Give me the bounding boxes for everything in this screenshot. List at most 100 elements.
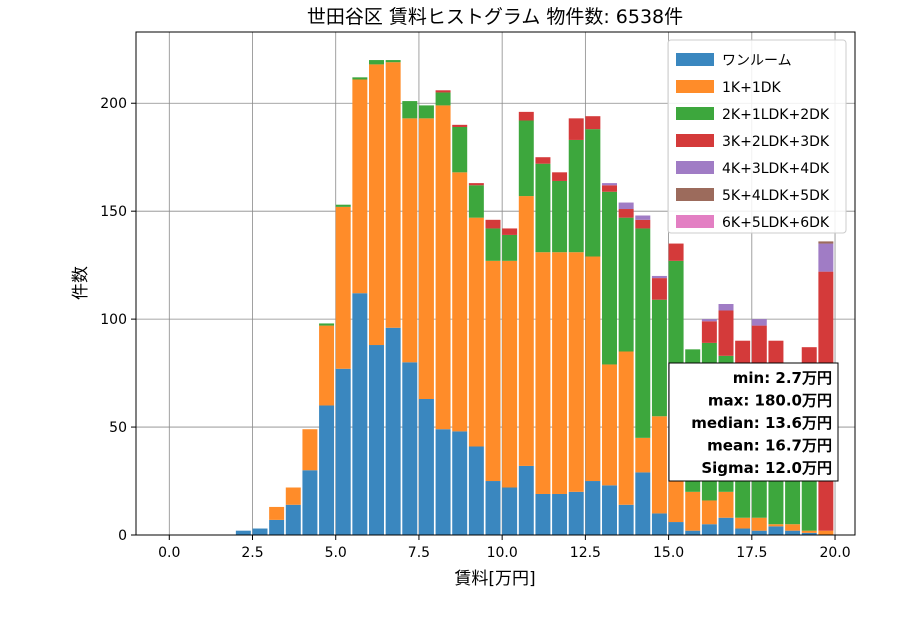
bar-segment xyxy=(585,256,601,482)
bar-segment xyxy=(418,118,434,399)
stats-box-frame xyxy=(668,362,839,482)
bar-segment xyxy=(468,446,484,535)
bar-segment xyxy=(452,126,468,173)
bar-segment xyxy=(718,517,734,535)
bar-segment xyxy=(701,319,717,322)
bar-segment xyxy=(718,304,734,311)
bar-segment xyxy=(435,90,451,93)
bar-segment xyxy=(468,185,484,218)
bar-segment xyxy=(618,217,634,352)
x-tick-label: 7.5 xyxy=(408,545,430,561)
bar-segment xyxy=(585,129,601,257)
bar-segment xyxy=(468,183,484,186)
bar-segment xyxy=(269,519,285,535)
x-tick-label: 5.0 xyxy=(325,545,347,561)
legend-label: 2K+1LDK+2DK xyxy=(722,107,830,123)
bar-segment xyxy=(418,398,434,535)
bar-segment xyxy=(502,260,518,488)
bar-segment xyxy=(568,491,584,535)
bar-segment xyxy=(402,118,418,363)
legend-swatch xyxy=(676,107,714,120)
bar-segment xyxy=(668,522,684,535)
bar-segment xyxy=(452,172,468,432)
bar-segment xyxy=(568,252,584,492)
bar-segment xyxy=(535,163,551,253)
bar-segment xyxy=(635,437,651,473)
bar-segment xyxy=(335,206,351,369)
legend-label: ワンルーム xyxy=(722,53,792,69)
bar-segment xyxy=(269,506,285,520)
stats-line: max: 180.0万円 xyxy=(708,392,832,410)
bar-segment xyxy=(302,470,318,535)
chart-title: 世田谷区 賃料ヒストグラム 物件数: 6538件 xyxy=(307,6,683,28)
y-tick-label: 100 xyxy=(100,312,127,328)
bar-segment xyxy=(502,487,518,535)
y-tick-label: 50 xyxy=(109,420,127,436)
bar-segment xyxy=(618,504,634,535)
bar-segment xyxy=(668,243,684,261)
bar-segment xyxy=(485,260,501,482)
bar-segment xyxy=(602,191,617,365)
bar-segment xyxy=(552,180,568,253)
bar-segment xyxy=(818,243,834,272)
bar-segment xyxy=(585,481,601,535)
bar-segment xyxy=(352,293,368,535)
bar-segment xyxy=(552,493,568,535)
legend-swatch xyxy=(676,215,714,228)
bar-segment xyxy=(768,524,784,527)
bar-segment xyxy=(552,172,568,181)
bar-segment xyxy=(635,472,651,535)
bar-segment xyxy=(452,431,468,535)
bar-segment xyxy=(502,228,518,235)
bar-segment xyxy=(718,491,734,518)
bar-segment xyxy=(335,368,351,535)
stats-line: min: 2.7万円 xyxy=(733,369,832,387)
legend-label: 4K+3LDK+4DK xyxy=(722,161,830,177)
y-axis-label: 件数 xyxy=(71,266,91,300)
bar-segment xyxy=(319,325,335,406)
plot-frame xyxy=(135,31,856,536)
bar-segment xyxy=(435,105,451,430)
bar-segment xyxy=(319,323,335,326)
bar-segment xyxy=(801,530,817,533)
bar-segment xyxy=(701,321,717,343)
y-tick-label: 0 xyxy=(118,528,127,544)
bar-segment xyxy=(602,485,617,535)
bar-segment xyxy=(435,92,451,106)
bar-segment xyxy=(618,209,634,218)
bar-segment xyxy=(735,517,751,529)
x-axis-ticks: 0.0 2.5 5.0 7.5 10.0 12.5 15.0 17.5 20.0 xyxy=(158,535,851,561)
bar-segment xyxy=(535,252,551,494)
legend-swatch xyxy=(676,188,714,201)
y-tick-label: 200 xyxy=(100,96,127,112)
legend-swatch xyxy=(676,53,714,66)
legend-label: 6K+5LDK+6DK xyxy=(722,215,830,231)
bar-segment xyxy=(468,217,484,447)
bar-segment xyxy=(535,493,551,535)
bar-segment xyxy=(818,530,834,535)
bar-segment xyxy=(651,513,667,535)
bar-segment xyxy=(768,526,784,535)
bar-segment xyxy=(701,500,717,525)
bar-segment xyxy=(635,228,651,438)
bar-segment xyxy=(751,530,767,535)
bar-segment xyxy=(518,465,534,535)
bar-segment xyxy=(485,219,501,229)
bar-segment xyxy=(568,118,584,140)
bar-segment xyxy=(485,228,501,261)
bar-segment xyxy=(585,116,601,130)
bar-segment xyxy=(818,241,834,244)
bar-segment xyxy=(552,252,568,494)
bar-segment xyxy=(651,299,667,417)
legend-label: 1K+1DK xyxy=(722,80,782,96)
bar-segment xyxy=(651,416,667,514)
legend-swatch xyxy=(676,134,714,147)
x-tick-label: 17.5 xyxy=(736,545,767,561)
x-axis-label: 賃料[万円] xyxy=(454,569,535,589)
bar-segment xyxy=(785,530,801,535)
bar-segment xyxy=(618,202,634,210)
x-tick-label: 12.5 xyxy=(570,545,601,561)
bar-segment xyxy=(735,528,751,535)
bar-segment xyxy=(385,60,401,63)
